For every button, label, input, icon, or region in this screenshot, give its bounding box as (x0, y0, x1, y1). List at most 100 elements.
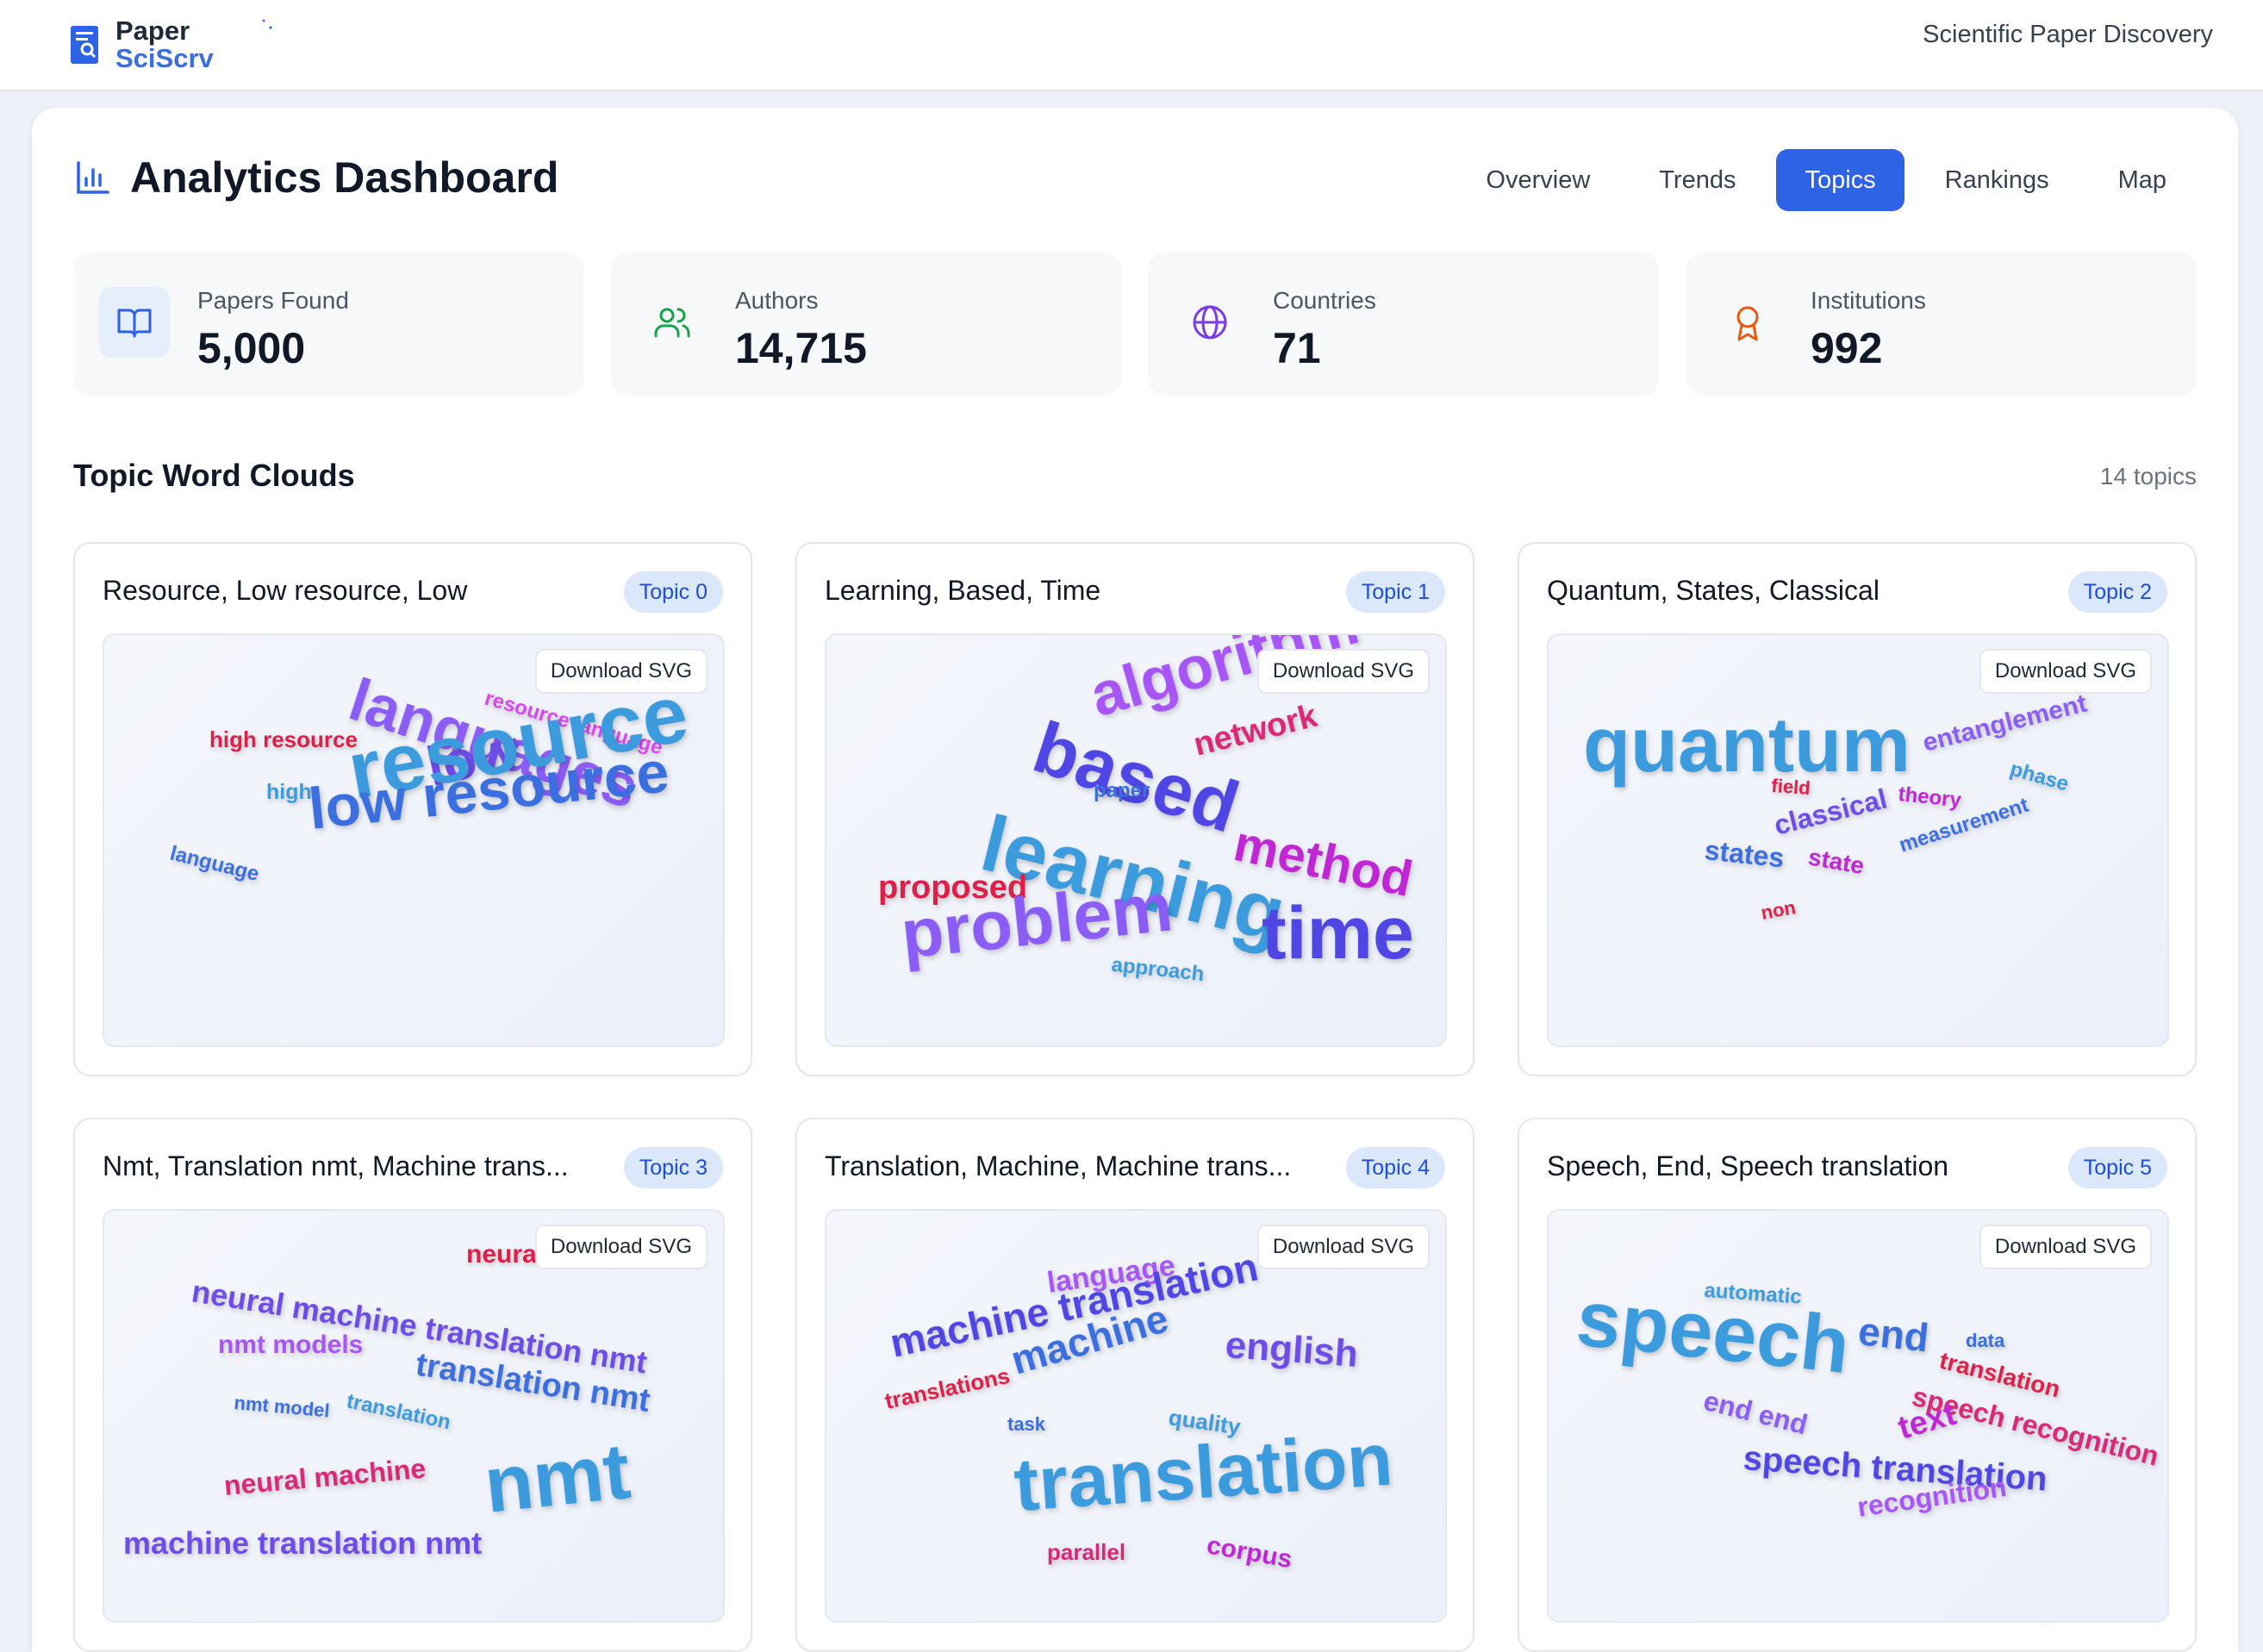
cloud-word: nmt models (218, 1331, 363, 1359)
download-svg-button[interactable]: Download SVG (534, 649, 708, 694)
topic-title: Speech, End, Speech translation (1547, 1150, 1949, 1181)
stat-value: 14,715 (735, 324, 867, 372)
topic-badge: Topic 1 (1345, 571, 1445, 613)
topic-badge: Topic 4 (1345, 1147, 1445, 1188)
cloud-word: text (1894, 1396, 1961, 1447)
cloud-word: machine translation nmt (123, 1525, 482, 1561)
paper-logo-icon (71, 26, 98, 64)
cloud-word: neural machine (222, 1453, 427, 1501)
topic-badge: Topic 0 (623, 571, 723, 613)
cloud-word: speech (1573, 1274, 1854, 1390)
word-cloud-canvas: neural neural machine translation nmt nmt … (123, 1240, 653, 1561)
cloud-word: language (168, 842, 262, 887)
cloud-word: field (1771, 775, 1811, 799)
cloud-word: network (1190, 698, 1321, 764)
topic-card: Speech, End, Speech translation Topic 5 … (1518, 1118, 2197, 1652)
word-cloud: Download SVG algorithm based network paper l… (825, 633, 1447, 1047)
download-svg-button[interactable]: Download SVG (1979, 649, 2152, 694)
cloud-word: corpus (1205, 1530, 1294, 1574)
tab-map[interactable]: Map (2117, 165, 2166, 194)
topic-title: Resource, Low resource, Low (103, 575, 468, 606)
download-svg-button[interactable]: Download SVG (534, 1225, 708, 1269)
topic-card: Nmt, Translation nmt, Machine trans... T… (73, 1118, 752, 1652)
cloud-word: phase (2007, 757, 2071, 796)
analytics-panel: Analytics Dashboard Overview Trends Topi… (32, 108, 2238, 1652)
cloud-word: non (1760, 896, 1798, 924)
cloud-word: translation (345, 1389, 453, 1434)
word-cloud: Download SVG neural neural machine transl… (103, 1209, 725, 1623)
tab-rankings[interactable]: Rankings (1944, 165, 2049, 194)
cloud-word: translations (882, 1362, 1012, 1414)
cloud-word: high resource (209, 726, 358, 752)
cloud-word: english (1224, 1324, 1359, 1375)
topic-badge: Topic 2 (2067, 571, 2167, 613)
cloud-word: entanglement (1920, 689, 2090, 757)
globe-icon (1175, 287, 1245, 358)
cloud-word: high (266, 780, 312, 804)
topic-card: Translation, Machine, Machine trans... T… (795, 1118, 1474, 1652)
stat-label: Papers Found (197, 287, 349, 314)
tab-trends[interactable]: Trends (1659, 165, 1736, 194)
stat-label: Institutions (1811, 287, 1926, 314)
page-title: Analytics Dashboard (130, 153, 559, 202)
top-bar: Paper SciScrv Scientific Paper Discovery (0, 0, 2263, 91)
stat-label: Countries (1273, 287, 1376, 314)
stat-value: 71 (1273, 324, 1321, 372)
cloud-word: approach (1110, 953, 1205, 986)
cloud-word: state (1806, 843, 1867, 879)
topic-badge: Topic 5 (2067, 1147, 2167, 1188)
stat-card-institutions: Institutions 992 (1686, 252, 2197, 396)
topic-card: Quantum, States, Classical Topic 2 Downl… (1518, 542, 2197, 1076)
cloud-word: neural (466, 1240, 544, 1269)
cloud-word: nmt model (234, 1392, 331, 1422)
word-cloud: Download SVG automatic speech end data trans… (1547, 1209, 2169, 1623)
topic-badge: Topic 3 (623, 1147, 723, 1188)
download-svg-button[interactable]: Download SVG (1979, 1225, 2152, 1269)
stats-row: Papers Found 5,000 Authors 14,715 (73, 252, 2197, 396)
stat-card-countries: Countries 71 (1149, 252, 1659, 396)
users-icon (637, 287, 708, 358)
dashboard-header: Analytics Dashboard (75, 153, 558, 203)
logo[interactable]: Paper SciScrv (69, 17, 214, 72)
brand-name-line1: Paper (115, 16, 190, 46)
cloud-word: proposed (878, 870, 1027, 906)
topic-count: 14 topics (2099, 463, 2197, 489)
tab-topics[interactable]: Topics (1776, 149, 1905, 211)
cloud-word: data (1966, 1330, 2005, 1351)
topic-card: Resource, Low resource, Low Topic 0 Down… (73, 542, 752, 1076)
sparkle-dots-icon (262, 19, 272, 29)
word-cloud: Download SVG language machine translation… (825, 1209, 1447, 1623)
cloud-word: end (1856, 1308, 1931, 1360)
dashboard-tabs: Overview Trends Topics Rankings Map (1445, 149, 2195, 211)
stat-value: 5,000 (197, 324, 306, 372)
stat-value: 992 (1811, 324, 1883, 372)
cloud-word: paper (1094, 779, 1150, 802)
cloud-word: states (1703, 834, 1786, 873)
cloud-word: quantum (1583, 702, 1911, 789)
stat-label: Authors (735, 287, 819, 314)
topic-card: Learning, Based, Time Topic 1 Download S… (795, 542, 1474, 1076)
download-svg-button[interactable]: Download SVG (1256, 649, 1430, 694)
bar-chart-icon (77, 161, 109, 194)
topic-title: Quantum, States, Classical (1547, 575, 1880, 606)
cloud-word: nmt (480, 1427, 633, 1530)
cloud-word: time (1262, 892, 1414, 975)
award-icon (1712, 287, 1783, 358)
cloud-word: theory (1897, 782, 1962, 813)
book-icon (99, 287, 170, 358)
topic-title: Translation, Machine, Machine trans... (825, 1150, 1292, 1181)
topic-title: Learning, Based, Time (825, 575, 1101, 606)
cloud-word: task (1007, 1413, 1046, 1435)
cloud-word: parallel (1047, 1539, 1125, 1565)
download-svg-button[interactable]: Download SVG (1256, 1225, 1430, 1269)
section-title: Topic Word Clouds (73, 458, 355, 493)
word-cloud: Download SVG quantum entanglement phase fie… (1547, 633, 2169, 1047)
tab-overview[interactable]: Overview (1486, 165, 1591, 194)
brand-name-line2: SciScrv (115, 43, 214, 73)
cloud-word: end end (1700, 1385, 1811, 1441)
word-cloud: Download SVG languages resource language h… (103, 633, 725, 1047)
